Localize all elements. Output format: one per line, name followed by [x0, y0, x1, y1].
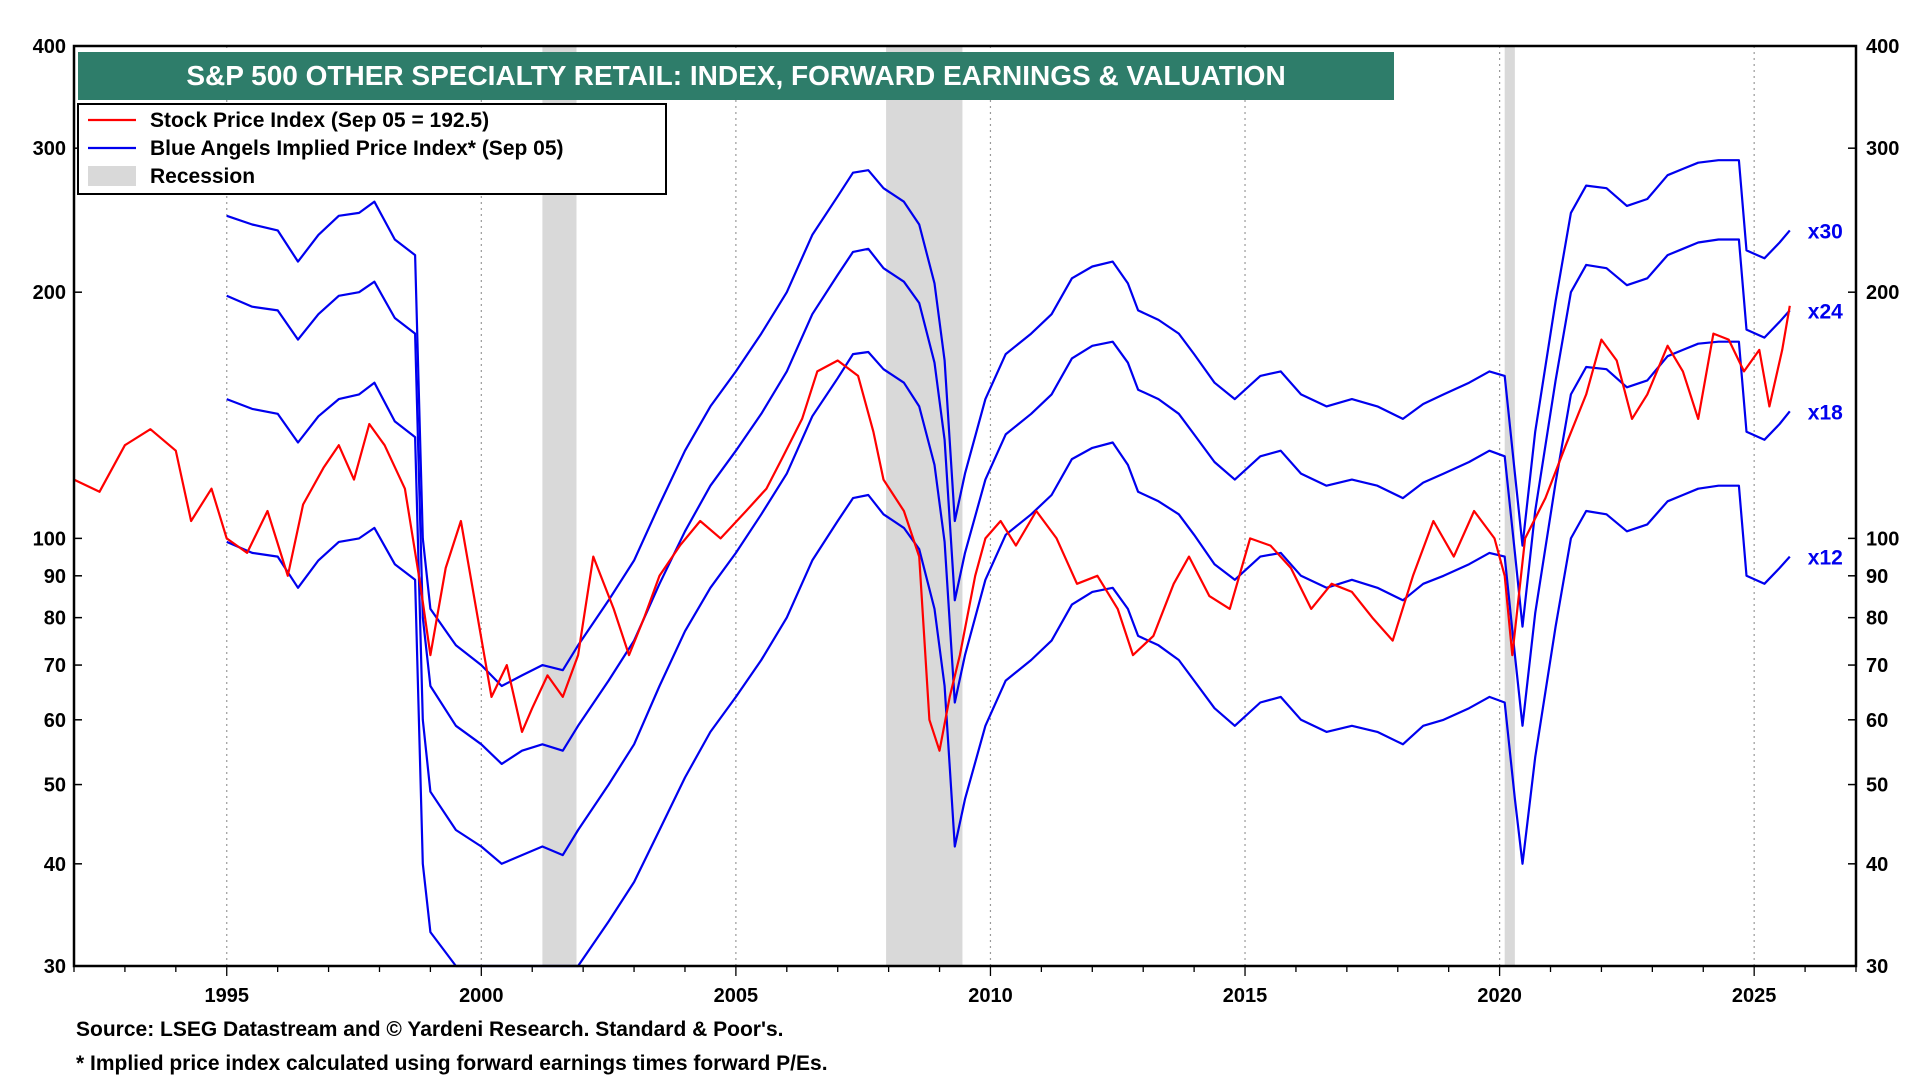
series-line-x24	[226, 238, 1791, 765]
multiple-label-x18: x18	[1808, 401, 1843, 424]
legend-recession-swatch	[88, 166, 136, 186]
legend-stock-price-label: Stock Price Index (Sep 05 = 192.5)	[150, 109, 489, 132]
y-tick-label-right-90: 90	[1866, 566, 1888, 588]
y-tick-label-left-30: 30	[44, 956, 66, 978]
y-tick-label-left-400: 400	[33, 36, 66, 58]
y-tick-label-left-80: 80	[44, 608, 66, 630]
y-tick-label-right-200: 200	[1866, 282, 1899, 304]
y-tick-label-right-100: 100	[1866, 528, 1899, 550]
series-line-stock-price-index-sep-05-192-5-	[73, 305, 1791, 752]
y-tick-label-right-30: 30	[1866, 956, 1888, 978]
x-tick-label-2005: 2005	[714, 985, 759, 1007]
y-tick-label-right-40: 40	[1866, 854, 1888, 876]
multiple-label-x30: x30	[1808, 220, 1843, 243]
x-tick-label-2020: 2020	[1477, 985, 1522, 1007]
y-tick-label-left-90: 90	[44, 566, 66, 588]
plot-border	[72, 44, 1858, 968]
y-tick-label-left-100: 100	[33, 528, 66, 550]
y-tick-label-left-40: 40	[44, 854, 66, 876]
y-tick-label-left-70: 70	[44, 655, 66, 677]
y-tick-label-left-300: 300	[33, 138, 66, 160]
x-tick-label-2010: 2010	[968, 985, 1013, 1007]
legend-recession-label: Recession	[150, 165, 255, 188]
multiple-label-x24: x24	[1808, 300, 1843, 323]
y-tick-label-right-70: 70	[1866, 655, 1888, 677]
chart-title: S&P 500 OTHER SPECIALTY RETAIL: INDEX, F…	[186, 60, 1285, 91]
x-tick-label-1995: 1995	[204, 985, 249, 1007]
series-line-x18	[226, 340, 1791, 865]
x-tick-label-2025: 2025	[1732, 985, 1777, 1007]
recession-band-1	[886, 46, 963, 966]
y-tick-label-left-50: 50	[44, 775, 66, 797]
source-note: Source: LSEG Datastream and © Yardeni Re…	[76, 1018, 784, 1041]
x-tick-label-2000: 2000	[459, 985, 504, 1007]
x-tick-label-2015: 2015	[1223, 985, 1268, 1007]
y-tick-label-left-200: 200	[33, 282, 66, 304]
y-tick-label-right-400: 400	[1866, 36, 1899, 58]
series-line-x12	[226, 484, 1791, 968]
y-tick-label-right-50: 50	[1866, 775, 1888, 797]
legend-box	[77, 103, 667, 195]
multiple-label-x12: x12	[1808, 547, 1843, 570]
y-tick-label-left-60: 60	[44, 710, 66, 732]
recession-band-0	[542, 46, 577, 966]
legend-implied-price-label: Blue Angels Implied Price Index* (Sep 05…	[150, 137, 564, 160]
title-bar	[78, 52, 1394, 100]
y-tick-label-right-300: 300	[1866, 138, 1899, 160]
y-tick-label-right-80: 80	[1866, 608, 1888, 630]
implied-note: * Implied price index calculated using f…	[76, 1052, 828, 1075]
series-line-x30	[226, 159, 1791, 688]
y-tick-label-right-60: 60	[1866, 710, 1888, 732]
